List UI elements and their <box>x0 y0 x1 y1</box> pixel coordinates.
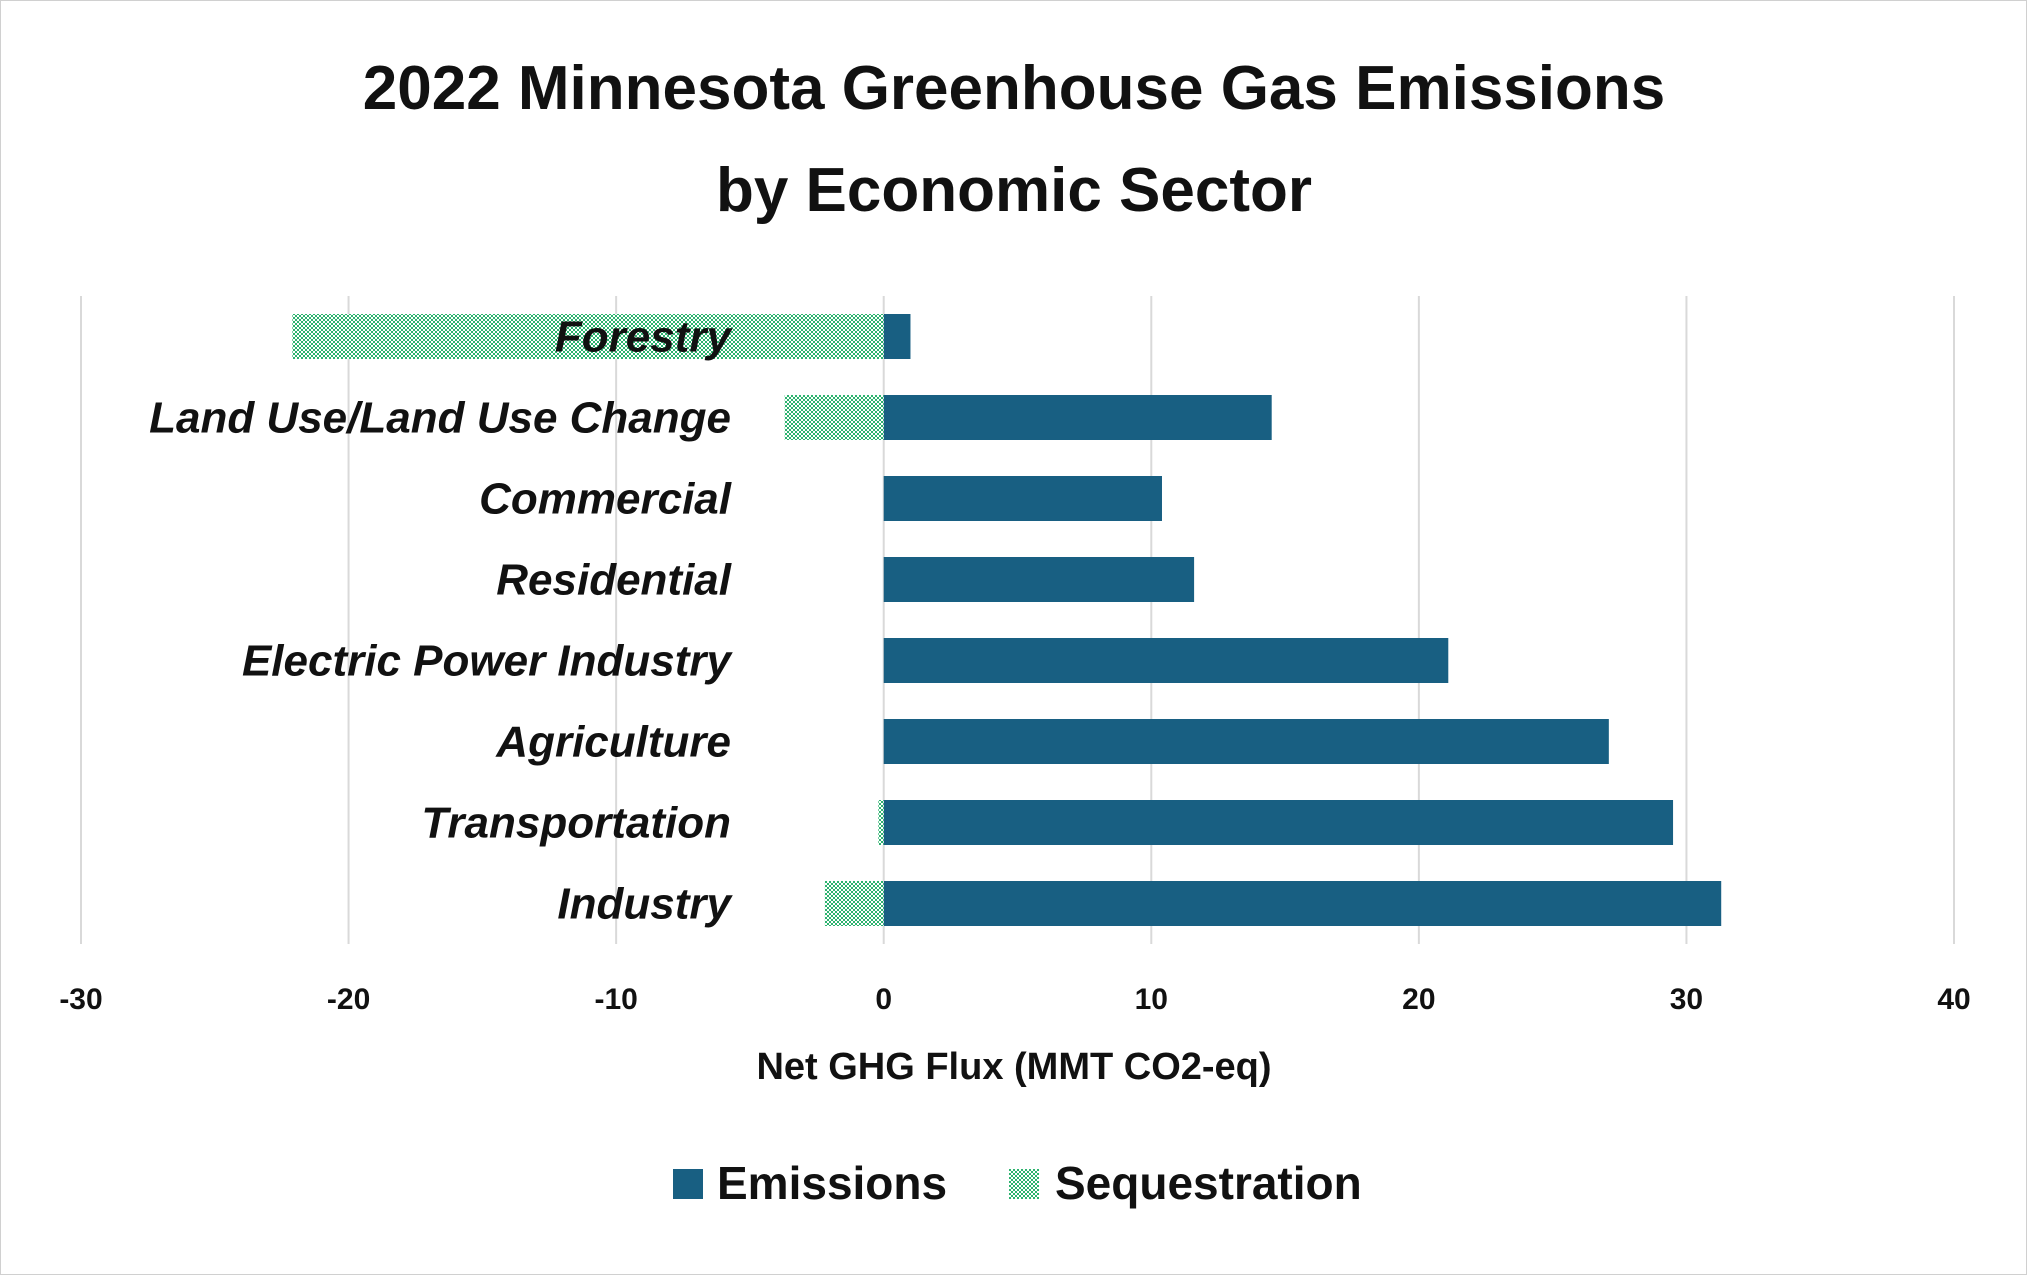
x-tick-label: -10 <box>594 983 637 1016</box>
bar-sequestration-forestry <box>292 314 884 359</box>
bar-sequestration-industry <box>824 881 884 926</box>
legend-swatch-emissions <box>673 1169 703 1199</box>
x-tick-label: 0 <box>875 983 892 1016</box>
category-label-agriculture: Agriculture <box>495 718 731 767</box>
x-tick-label: 20 <box>1402 983 1435 1016</box>
x-tick-label: -20 <box>327 983 370 1016</box>
x-tick-label: 40 <box>1937 983 1970 1016</box>
x-tick-label: 10 <box>1135 983 1168 1016</box>
legend-swatch-sequestration <box>1009 1169 1039 1199</box>
bar-emissions-commercial <box>883 476 1162 521</box>
bar-emissions-industry <box>883 881 1722 926</box>
category-label-industry: Industry <box>557 880 733 929</box>
category-label-commercial: Commercial <box>479 475 732 524</box>
x-tick-label: -30 <box>59 983 102 1016</box>
legend: Emissions Sequestration <box>673 1157 1362 1209</box>
category-label-residential: Residential <box>496 556 732 605</box>
x-tick-label: 30 <box>1670 983 1703 1016</box>
bar-emissions-forestry <box>883 314 911 359</box>
bar-emissions-electric-power-industry <box>883 638 1449 683</box>
category-labels: Forestry Land Use/Land Use Change Commerci… <box>149 313 733 929</box>
category-label-electric-power-industry: Electric Power Industry <box>242 637 734 686</box>
chart-title-line-2: by Economic Sector <box>716 156 1312 225</box>
chart-title-line-1: 2022 Minnesota Greenhouse Gas Emissions <box>363 54 1665 123</box>
category-label-land-use-land-use-change: Land Use/Land Use Change <box>149 394 731 443</box>
x-axis-title: Net GHG Flux (MMT CO2-eq) <box>756 1046 1271 1088</box>
bar-emissions-land-use-land-use-change <box>883 395 1272 440</box>
bar-sequestration-land-use-land-use-change <box>784 395 884 440</box>
bar-sequestration-transportation <box>878 800 884 845</box>
bar-emissions-transportation <box>883 800 1674 845</box>
bars <box>292 314 1722 926</box>
x-tick-labels: -30 -20 -10 0 10 20 30 40 <box>59 983 1970 1016</box>
bar-emissions-residential <box>883 557 1195 602</box>
category-label-forestry: Forestry <box>555 313 734 362</box>
legend-label-sequestration: Sequestration <box>1055 1157 1362 1209</box>
bar-emissions-agriculture <box>883 719 1609 764</box>
category-label-transportation: Transportation <box>421 799 731 848</box>
legend-label-emissions: Emissions <box>717 1157 947 1209</box>
